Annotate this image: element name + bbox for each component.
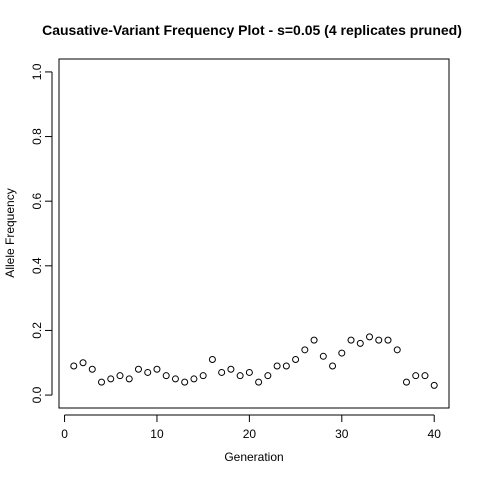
data-point — [125, 375, 133, 383]
x-tick-label: 20 — [243, 427, 257, 441]
plot-frame — [58, 58, 450, 409]
y-tick-label: 0.8 — [30, 128, 44, 145]
data-point — [329, 362, 337, 370]
data-point — [116, 372, 124, 380]
data-point — [218, 368, 226, 376]
data-point — [356, 339, 364, 347]
y-tick-label: 0.2 — [30, 322, 44, 339]
data-point — [245, 368, 253, 376]
data-point — [384, 336, 392, 344]
data-point — [375, 336, 383, 344]
data-point — [301, 346, 309, 354]
data-point — [393, 346, 401, 354]
data-point — [366, 333, 374, 341]
data-point — [134, 365, 142, 373]
data-point — [181, 378, 189, 386]
x-axis: 0 10 20 30 40 — [61, 414, 442, 441]
data-point — [402, 378, 410, 386]
data-point — [347, 336, 355, 344]
data-point — [264, 372, 272, 380]
x-tick-label: 10 — [150, 427, 164, 441]
data-point — [412, 372, 420, 380]
x-tick-label: 40 — [428, 427, 442, 441]
data-point — [79, 359, 87, 367]
data-point — [292, 356, 300, 364]
data-point — [310, 336, 318, 344]
data-point — [236, 372, 244, 380]
data-point — [421, 372, 429, 380]
data-point — [190, 375, 198, 383]
data-point — [255, 378, 263, 386]
y-tick-label: 0.0 — [30, 386, 44, 403]
data-point — [273, 362, 281, 370]
data-point — [319, 352, 327, 360]
y-tick-label: 0.4 — [30, 257, 44, 274]
data-point — [144, 368, 152, 376]
data-point — [98, 378, 106, 386]
data-point — [70, 362, 78, 370]
chart-title: Causative-Variant Frequency Plot - s=0.0… — [42, 22, 462, 38]
x-axis-label: Generation — [224, 450, 283, 464]
data-points — [70, 333, 438, 389]
data-point — [107, 375, 115, 383]
data-point — [338, 349, 346, 357]
data-point — [430, 381, 438, 389]
data-point — [171, 375, 179, 383]
y-axis: 0.0 0.2 0.4 0.6 0.8 1.0 — [30, 63, 53, 403]
data-point — [208, 356, 216, 364]
data-point — [88, 365, 96, 373]
x-tick-label: 0 — [61, 427, 68, 441]
data-point — [199, 372, 207, 380]
data-point — [227, 365, 235, 373]
data-point — [153, 365, 161, 373]
x-tick-label: 30 — [335, 427, 349, 441]
data-point — [162, 372, 170, 380]
data-point — [282, 362, 290, 370]
y-tick-label: 1.0 — [30, 63, 44, 80]
y-tick-label: 0.6 — [30, 193, 44, 210]
y-axis-label: Allele Frequency — [3, 188, 17, 277]
